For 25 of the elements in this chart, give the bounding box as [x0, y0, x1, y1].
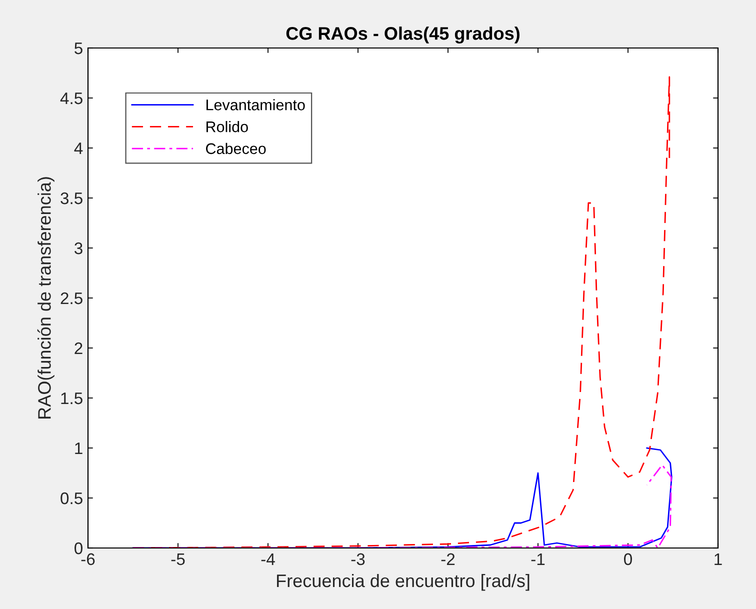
legend-label: Rolido	[206, 120, 248, 132]
x-tick-label: -3	[351, 553, 365, 566]
y-tick-label: 1	[75, 442, 82, 454]
y-tick-label: 3.5	[60, 192, 82, 204]
x-tick-label: -6	[81, 553, 95, 566]
legend-label: Levantamiento	[206, 99, 305, 110]
x-tick-label: 0	[624, 553, 632, 566]
y-axis-title: RAO(función de transferencia)	[37, 177, 54, 418]
x-tick-label: 1	[714, 553, 722, 565]
y-tick-label: 0.5	[60, 492, 82, 504]
y-tick-label: 4	[74, 142, 83, 154]
y-tick-label: 3	[74, 242, 82, 254]
x-tick-label: -4	[261, 553, 275, 565]
legend-label: Cabeceo	[206, 142, 266, 154]
y-tick-label: 1.5	[61, 392, 82, 404]
x-tick-label: -5	[171, 553, 185, 566]
x-axis-title: Frecuencia de encuentro [rad/s]	[277, 574, 530, 591]
y-tick-label: 5	[74, 42, 82, 54]
x-tick-label: -1	[531, 553, 545, 565]
y-tick-label: 2.5	[60, 292, 82, 304]
x-tick-label: -2	[441, 553, 455, 565]
y-tick-label: 2	[74, 342, 82, 354]
y-tick-label: 4.5	[60, 92, 82, 104]
y-tick-label: 0	[74, 542, 82, 554]
chart-title: CG RAOs - Olas(45 grados)	[286, 26, 520, 44]
